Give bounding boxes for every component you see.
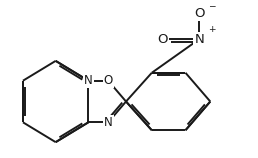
Text: +: + xyxy=(208,25,216,34)
Text: O: O xyxy=(157,33,168,46)
Text: O: O xyxy=(194,7,205,20)
Text: O: O xyxy=(103,74,113,87)
Text: N: N xyxy=(195,33,204,46)
Text: N: N xyxy=(104,116,112,129)
Text: −: − xyxy=(208,1,216,10)
Text: N: N xyxy=(84,74,93,87)
